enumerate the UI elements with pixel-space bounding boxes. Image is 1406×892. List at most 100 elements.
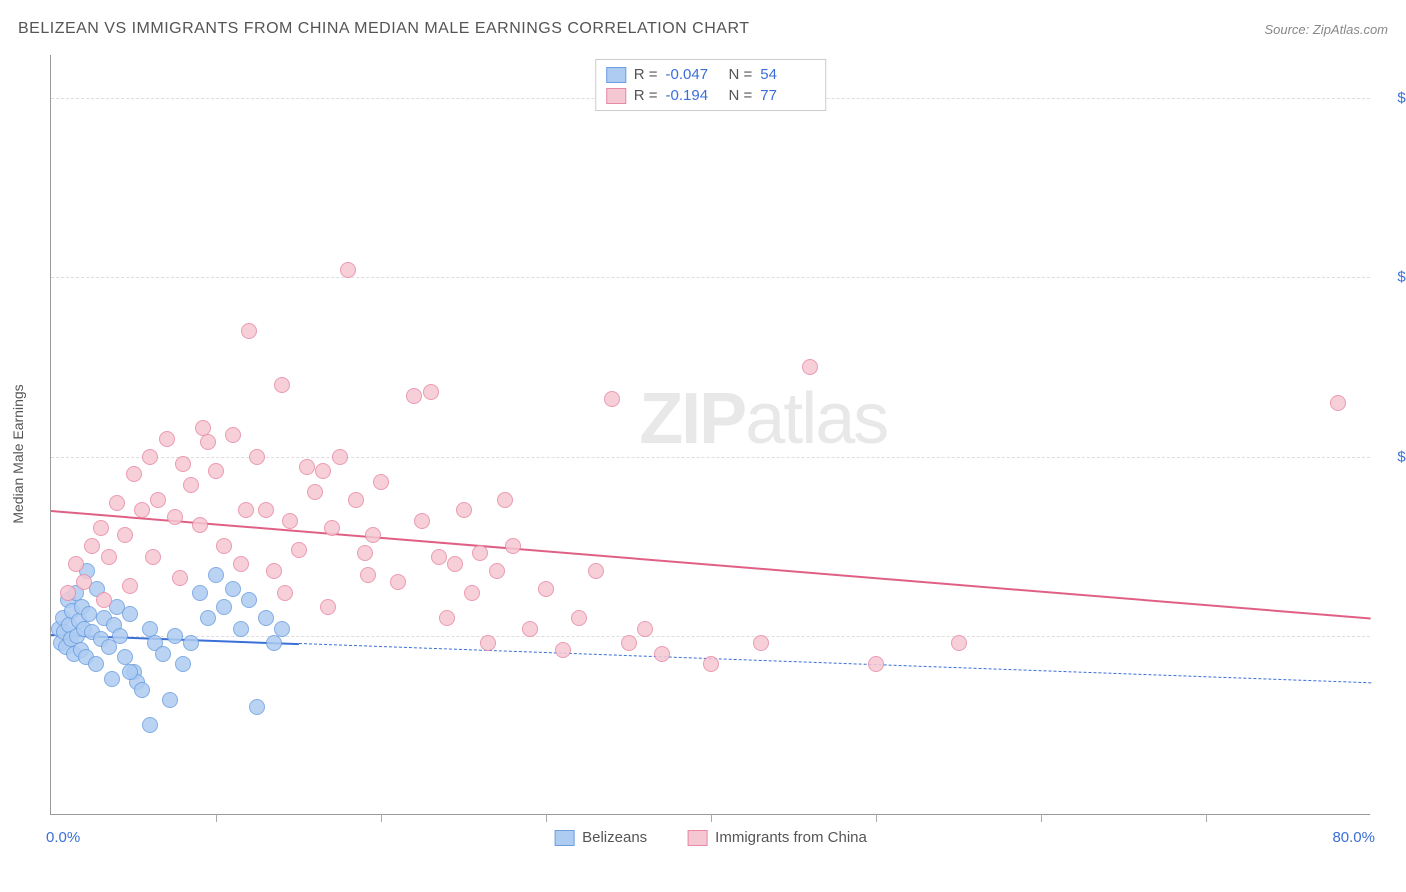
scatter-point — [208, 567, 224, 583]
swatch-china-bottom — [687, 830, 707, 846]
legend-item-china: Immigrants from China — [687, 829, 867, 846]
scatter-point — [571, 610, 587, 626]
scatter-point — [134, 502, 150, 518]
scatter-point — [172, 570, 188, 586]
scatter-point — [315, 463, 331, 479]
scatter-point — [200, 434, 216, 450]
scatter-point — [195, 420, 211, 436]
gridline — [51, 636, 1370, 637]
scatter-point — [266, 635, 282, 651]
scatter-point — [76, 574, 92, 590]
scatter-point — [588, 563, 604, 579]
x-tick — [381, 814, 382, 822]
scatter-point — [109, 495, 125, 511]
scatter-point — [101, 549, 117, 565]
x-min-label: 0.0% — [46, 829, 80, 846]
scatter-point — [167, 628, 183, 644]
n-value-belizeans: 54 — [760, 66, 815, 83]
scatter-point — [654, 646, 670, 662]
scatter-point — [637, 621, 653, 637]
scatter-point — [291, 542, 307, 558]
scatter-point — [104, 671, 120, 687]
scatter-point — [703, 656, 719, 672]
scatter-point — [142, 717, 158, 733]
watermark: ZIPatlas — [639, 378, 887, 460]
scatter-point — [155, 646, 171, 662]
scatter-point — [414, 513, 430, 529]
regression-line-dashed — [298, 643, 1371, 683]
y-tick-label: $50,000 — [1375, 627, 1406, 644]
scatter-point — [282, 513, 298, 529]
n-value-china: 77 — [760, 87, 815, 104]
scatter-point — [320, 599, 336, 615]
scatter-point — [307, 484, 323, 500]
scatter-point — [216, 599, 232, 615]
scatter-point — [81, 606, 97, 622]
scatter-point — [406, 388, 422, 404]
scatter-point — [142, 449, 158, 465]
scatter-point — [192, 517, 208, 533]
scatter-point — [431, 549, 447, 565]
scatter-point — [299, 459, 315, 475]
chart-title: BELIZEAN VS IMMIGRANTS FROM CHINA MEDIAN… — [18, 20, 750, 38]
scatter-point — [332, 449, 348, 465]
scatter-point — [122, 578, 138, 594]
scatter-point — [489, 563, 505, 579]
scatter-point — [122, 664, 138, 680]
scatter-point — [225, 427, 241, 443]
swatch-belizeans-bottom — [554, 830, 574, 846]
correlation-legend: R = -0.047 N = 54 R = -0.194 N = 77 — [595, 59, 827, 111]
scatter-point — [60, 585, 76, 601]
scatter-point — [258, 502, 274, 518]
scatter-point — [183, 477, 199, 493]
scatter-point — [802, 359, 818, 375]
chart-header: BELIZEAN VS IMMIGRANTS FROM CHINA MEDIAN… — [18, 20, 1388, 38]
legend-row-china: R = -0.194 N = 77 — [606, 85, 816, 106]
scatter-point — [117, 527, 133, 543]
scatter-point — [84, 538, 100, 554]
series-legend: Belizeans Immigrants from China — [554, 829, 867, 846]
scatter-point — [360, 567, 376, 583]
x-max-label: 80.0% — [1332, 829, 1375, 846]
scatter-point — [456, 502, 472, 518]
scatter-point — [112, 628, 128, 644]
x-tick — [1206, 814, 1207, 822]
source-attribution: Source: ZipAtlas.com — [1264, 22, 1388, 37]
scatter-point — [621, 635, 637, 651]
scatter-point — [258, 610, 274, 626]
scatter-point — [340, 262, 356, 278]
scatter-point — [238, 502, 254, 518]
x-tick — [1041, 814, 1042, 822]
scatter-point — [390, 574, 406, 590]
scatter-point — [365, 527, 381, 543]
scatter-point — [868, 656, 884, 672]
legend-row-belizeans: R = -0.047 N = 54 — [606, 64, 816, 85]
scatter-point — [134, 682, 150, 698]
scatter-point — [274, 377, 290, 393]
y-tick-label: $150,000 — [1375, 269, 1406, 286]
scatter-point — [93, 520, 109, 536]
scatter-point — [96, 592, 112, 608]
scatter-point — [522, 621, 538, 637]
scatter-point — [192, 585, 208, 601]
scatter-point — [472, 545, 488, 561]
scatter-point — [162, 692, 178, 708]
scatter-point — [216, 538, 232, 554]
scatter-point — [88, 656, 104, 672]
scatter-point — [175, 656, 191, 672]
y-axis-label: Median Male Earnings — [10, 384, 26, 523]
scatter-point — [167, 509, 183, 525]
r-value-china: -0.194 — [666, 87, 721, 104]
scatter-point — [68, 556, 84, 572]
scatter-point — [241, 592, 257, 608]
scatter-point — [753, 635, 769, 651]
scatter-point — [277, 585, 293, 601]
swatch-china — [606, 88, 626, 104]
scatter-point — [447, 556, 463, 572]
scatter-point — [126, 466, 142, 482]
scatter-point — [423, 384, 439, 400]
scatter-point — [1330, 395, 1346, 411]
scatter-point — [324, 520, 340, 536]
swatch-belizeans — [606, 67, 626, 83]
scatter-point — [274, 621, 290, 637]
